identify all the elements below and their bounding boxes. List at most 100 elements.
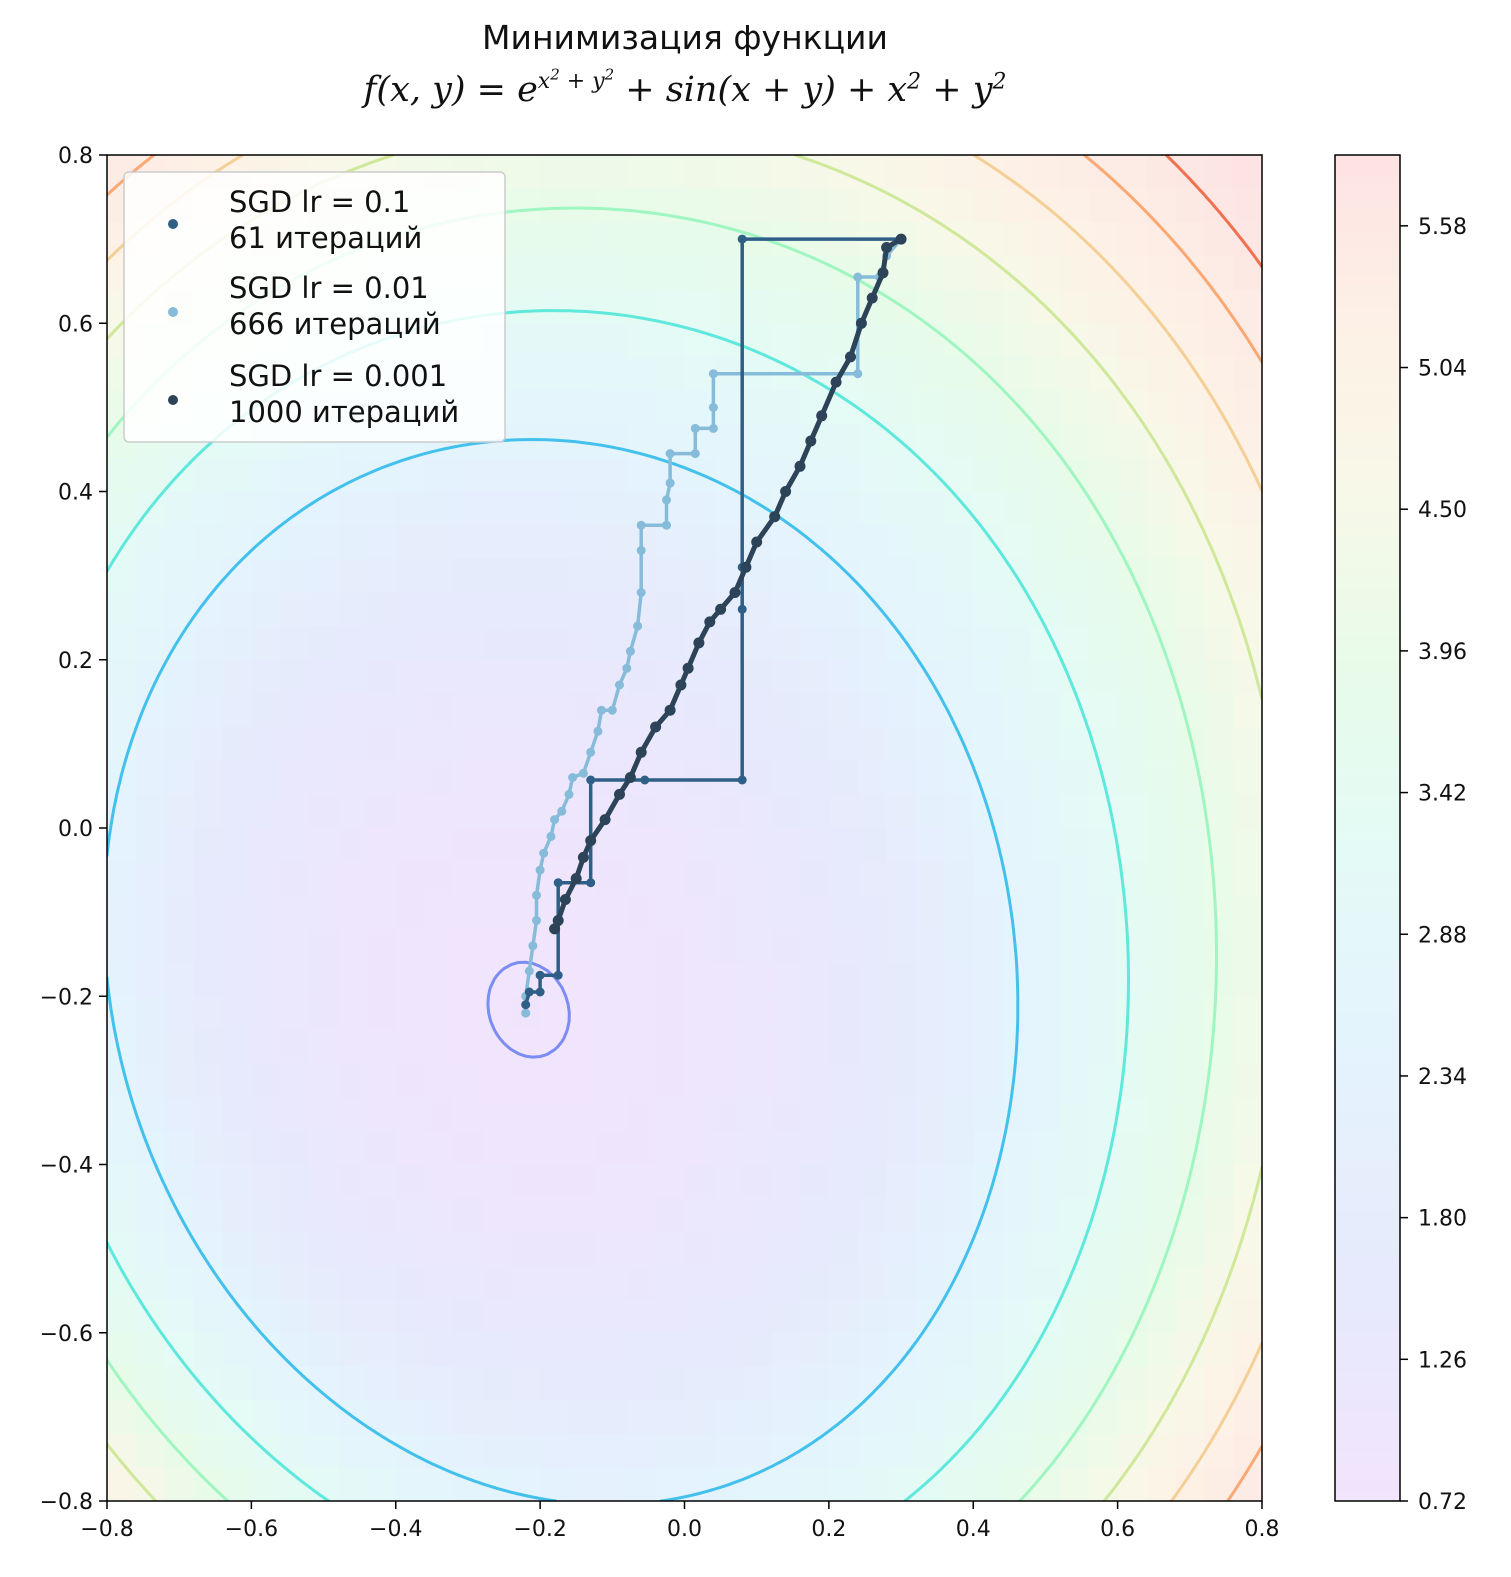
field-cell — [424, 491, 455, 526]
field-cell — [1233, 794, 1262, 829]
field-cell — [684, 188, 715, 224]
field-cell — [424, 828, 455, 863]
series-point — [524, 987, 534, 997]
field-cell — [915, 155, 946, 190]
field-cell — [1204, 659, 1234, 695]
field-cell — [193, 794, 224, 829]
field-cell — [222, 592, 253, 627]
series-point — [521, 1000, 531, 1010]
x-tick-label: 0.8 — [1245, 1517, 1280, 1542]
field-cell — [280, 727, 310, 762]
field-cell — [193, 1164, 224, 1199]
field-cell — [655, 222, 686, 257]
field-cell — [713, 895, 744, 930]
field-cell — [915, 1332, 946, 1368]
field-cell — [1204, 289, 1234, 324]
field-cell — [1175, 1029, 1206, 1065]
field-cell — [251, 895, 282, 930]
field-cell — [280, 1029, 310, 1065]
colorbar-tick-label: 5.58 — [1418, 215, 1467, 240]
field-cell — [857, 727, 888, 762]
field-cell — [164, 525, 195, 560]
field-cell — [800, 1366, 830, 1401]
field-cell — [915, 895, 946, 930]
field-cell — [251, 760, 282, 796]
field-cell — [626, 1366, 657, 1401]
field-cell — [193, 861, 224, 896]
field-cell — [1031, 1433, 1061, 1469]
field-cell — [222, 1164, 253, 1199]
field-cell — [828, 558, 859, 594]
field-cell — [1002, 693, 1032, 728]
field-cell — [915, 626, 946, 661]
field-cell — [771, 996, 801, 1031]
field-cell — [511, 828, 541, 863]
field-cell — [309, 693, 339, 728]
field-cell — [655, 1467, 686, 1501]
field-cell — [1031, 895, 1061, 930]
series-point — [539, 848, 549, 858]
field-cell — [309, 1063, 339, 1098]
field-cell — [655, 760, 686, 796]
field-cell — [944, 525, 975, 560]
field-cell — [886, 996, 917, 1031]
field-cell — [857, 1433, 888, 1469]
field-cell — [742, 289, 772, 324]
field-cell — [655, 626, 686, 661]
field-cell — [713, 693, 744, 728]
field-cell — [771, 1332, 801, 1368]
field-cell — [1031, 222, 1061, 257]
field-cell — [424, 1198, 455, 1233]
field-cell — [1233, 491, 1262, 526]
series-point — [830, 376, 842, 388]
field-cell — [251, 1366, 282, 1401]
field-cell — [886, 962, 917, 997]
field-cell — [453, 828, 484, 863]
field-cell — [742, 1400, 772, 1435]
field-cell — [1117, 962, 1148, 997]
field-cell — [164, 1332, 195, 1368]
series-point — [524, 966, 534, 976]
field-cell — [1146, 861, 1177, 896]
field-cell — [1059, 390, 1090, 425]
field-cell — [1146, 1063, 1177, 1098]
field-cell — [424, 1400, 455, 1435]
field-cell — [1059, 1265, 1090, 1300]
field-cell — [597, 1029, 628, 1065]
field-cell — [511, 491, 541, 526]
field-cell — [1233, 1400, 1262, 1435]
field-cell — [1204, 727, 1234, 762]
field-cell — [338, 962, 368, 997]
series-point — [625, 646, 635, 656]
field-cell — [338, 525, 368, 560]
field-cell — [1059, 1433, 1090, 1469]
field-cell — [828, 1198, 859, 1233]
field-cell — [482, 1366, 513, 1401]
field-cell — [800, 861, 830, 896]
field-cell — [338, 1366, 368, 1401]
field-cell — [482, 760, 513, 796]
field-cell — [280, 693, 310, 728]
field-cell — [1117, 626, 1148, 661]
field-cell — [309, 1467, 339, 1501]
field-cell — [569, 1299, 599, 1334]
field-cell — [713, 929, 744, 964]
field-cell — [742, 424, 772, 459]
field-cell — [886, 491, 917, 526]
field-cell — [222, 1097, 253, 1132]
field-cell — [338, 693, 368, 728]
field-cell — [338, 491, 368, 526]
field-cell — [915, 356, 946, 392]
series-point — [622, 663, 632, 673]
field-cell — [886, 1097, 917, 1132]
field-cell — [511, 1400, 541, 1435]
field-cell — [857, 1231, 888, 1267]
field-cell — [1175, 1433, 1206, 1469]
field-cell — [1002, 424, 1032, 459]
field-cell — [222, 996, 253, 1031]
field-cell — [1059, 188, 1090, 224]
field-cell — [1059, 962, 1090, 997]
field-cell — [338, 727, 368, 762]
field-cell — [1059, 356, 1090, 392]
field-cell — [1204, 222, 1234, 257]
